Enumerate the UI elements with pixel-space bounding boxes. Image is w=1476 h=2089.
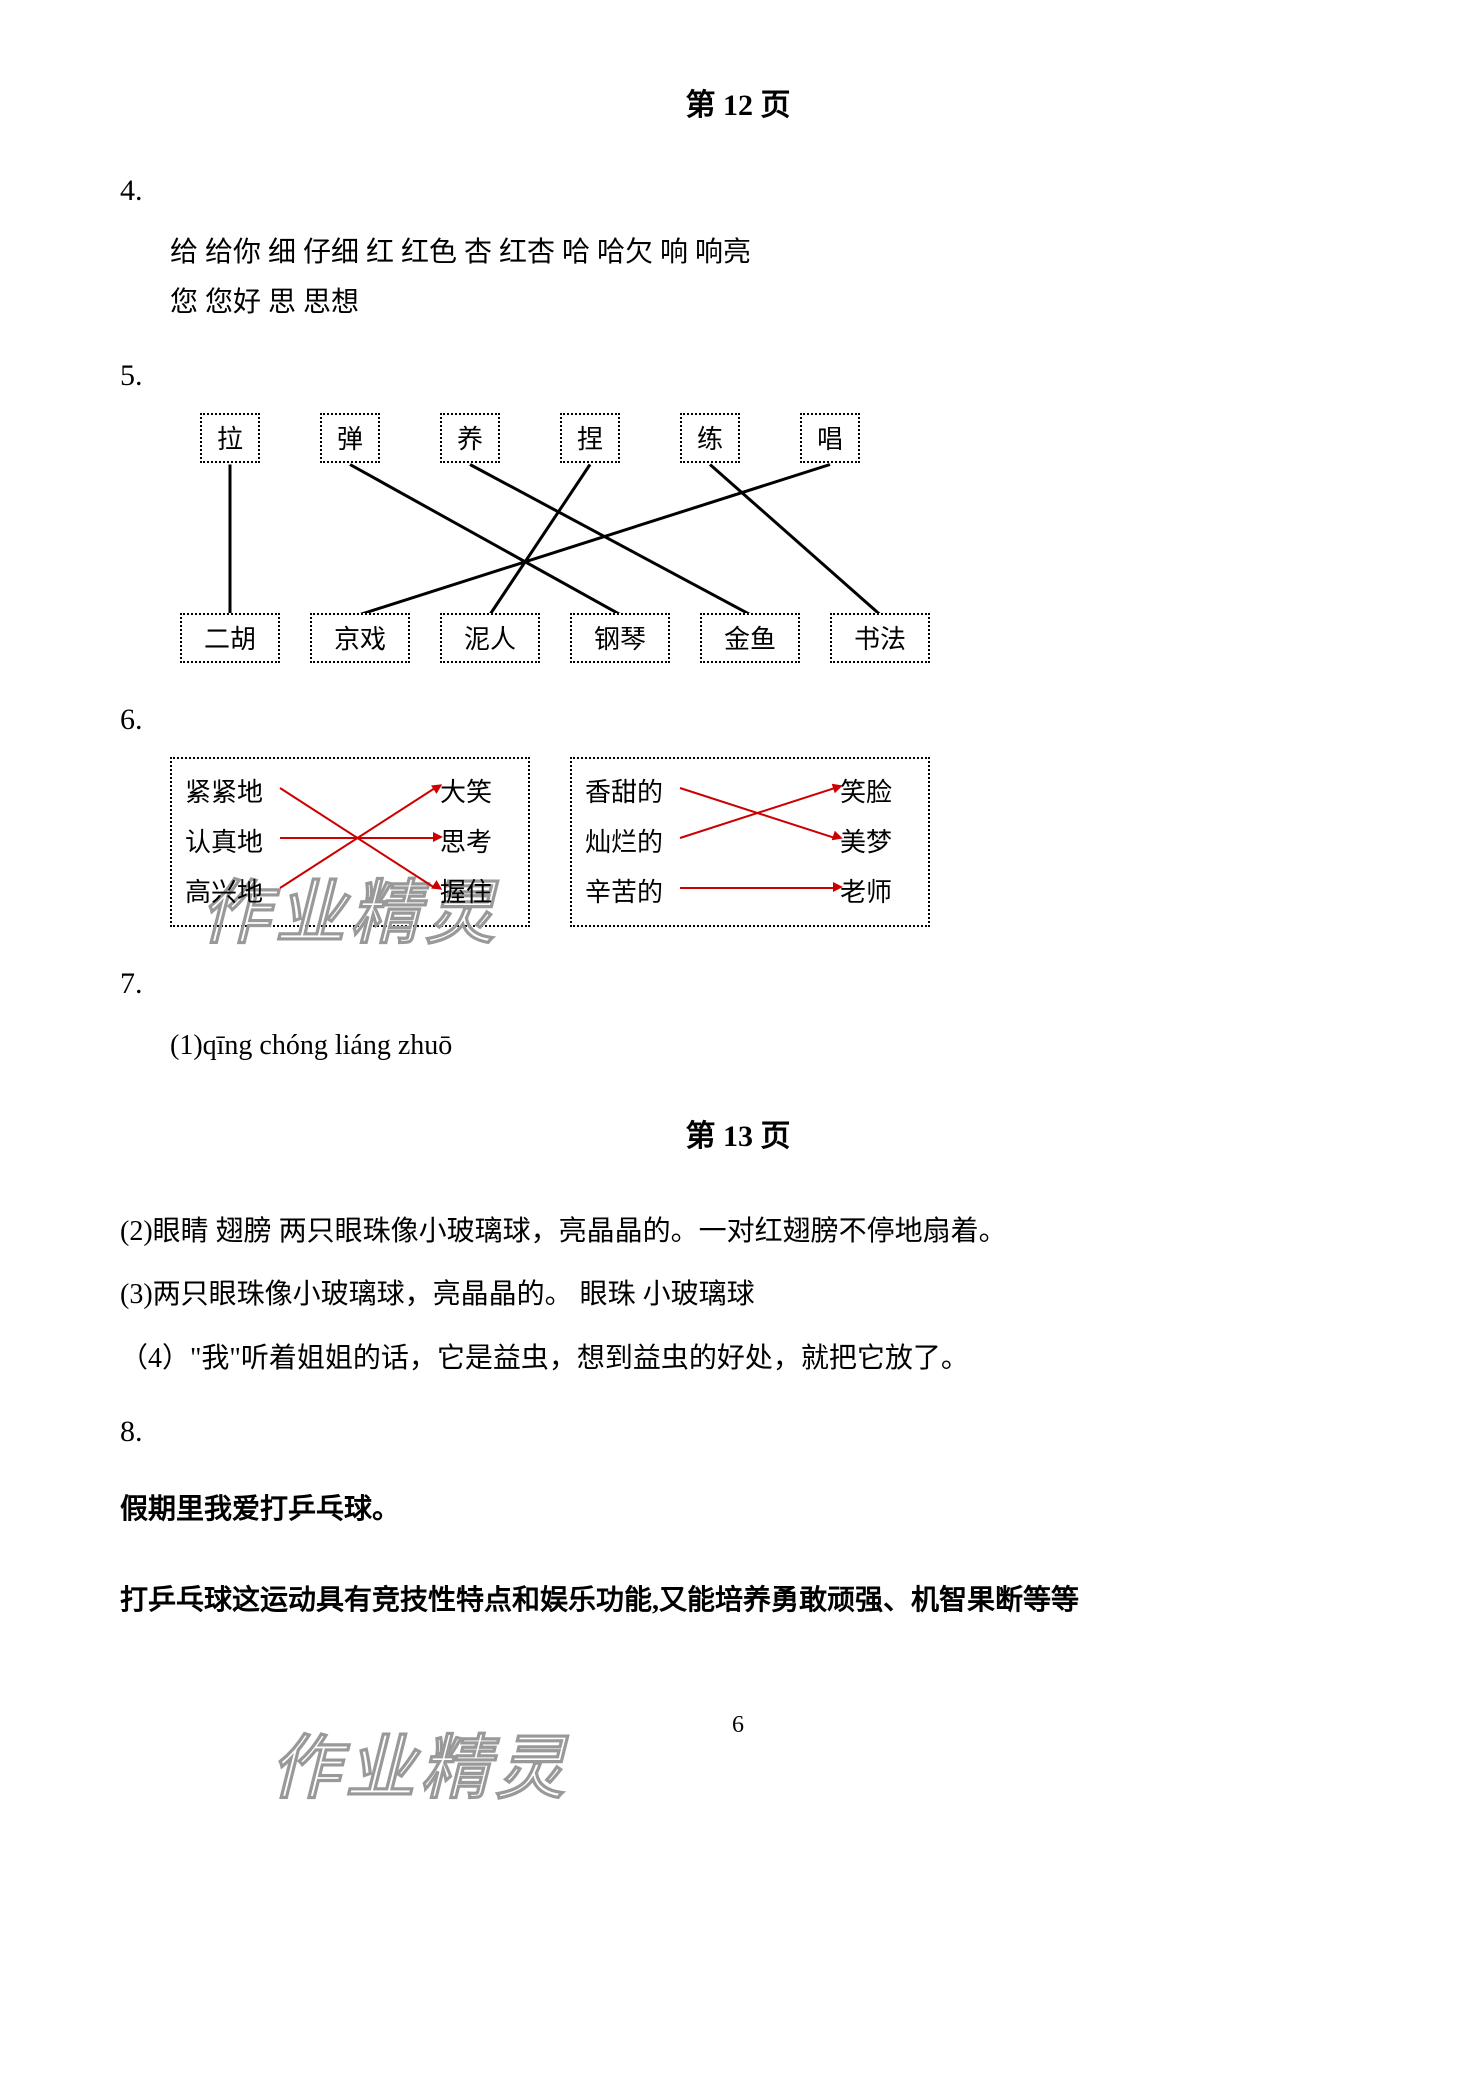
page-number: 6 xyxy=(120,1712,1356,1739)
answer-4: （4）"我"听着姐姐的话，它是益虫，想到益虫的好处，就把它放了。 xyxy=(120,1332,1020,1385)
q4-line2: 您 您好 思 思想 xyxy=(170,278,1020,328)
q5-top-node: 养 xyxy=(440,413,500,463)
q6-left-item: 香甜的 xyxy=(585,772,663,809)
q6-number: 6. xyxy=(120,703,1356,737)
q7-item1: (1)qīng chóng liáng zhuō xyxy=(120,1021,1020,1071)
q5-top-node: 拉 xyxy=(200,413,260,463)
q5-bottom-node: 京戏 xyxy=(310,613,410,663)
q6-right-item: 笑脸 xyxy=(840,772,892,809)
q4-line1: 给 给你 细 仔细 红 红色 杏 红杏 哈 哈欠 响 响亮 xyxy=(170,228,1020,278)
q6-left-item: 灿烂的 xyxy=(585,822,663,859)
q5-bottom-node: 钢琴 xyxy=(570,613,670,663)
q5-number: 5. xyxy=(120,359,1356,393)
q8-line2: 打乒乓球这运动具有竞技性特点和娱乐功能,又能培养勇敢顽强、机智果断等等 xyxy=(120,1570,1356,1632)
q4-text: 给 给你 细 仔细 红 红色 杏 红杏 哈 哈欠 响 响亮 您 您好 思 思想 xyxy=(120,228,1020,329)
q6-right-item: 美梦 xyxy=(840,822,892,859)
q8-line1: 假期里我爱打乒乓球。 xyxy=(120,1479,1356,1541)
q5-top-node: 捏 xyxy=(560,413,620,463)
q6-left-item: 高兴地 xyxy=(185,872,263,909)
q5-connection-line xyxy=(709,463,881,615)
q5-bottom-node: 二胡 xyxy=(180,613,280,663)
q6-connection-line xyxy=(680,887,835,889)
q5-bottom-node: 泥人 xyxy=(440,613,540,663)
q5-connection-line xyxy=(229,464,232,614)
q5-diagram: 拉 弹 养 捏 练 唱二胡京戏泥人钢琴金鱼书法 xyxy=(120,413,1356,673)
page-header-12: 第 12 页 xyxy=(120,80,1356,124)
q5-bottom-node: 金鱼 xyxy=(700,613,800,663)
q4-number: 4. xyxy=(120,174,1356,208)
q5-connection-line xyxy=(489,463,591,615)
page-header-13: 第 13 页 xyxy=(120,1111,1356,1155)
q6-diagram: 紧紧地认真地高兴地大笑思考握住香甜的灿烂的辛苦的笑脸美梦老师 作业精灵 xyxy=(120,757,1356,937)
q7-number: 7. xyxy=(120,967,1356,1001)
q6-right-item: 老师 xyxy=(840,872,892,909)
q6-left-item: 辛苦的 xyxy=(585,872,663,909)
q5-connection-line xyxy=(360,463,831,616)
q5-top-node: 弹 xyxy=(320,413,380,463)
q6-left-item: 认真地 xyxy=(185,822,263,859)
q5-top-node: 唱 xyxy=(800,413,860,463)
q5-connection-line xyxy=(469,463,750,616)
q6-right-item: 大笑 xyxy=(440,772,492,809)
q5-top-node: 练 xyxy=(680,413,740,463)
q6-right-item: 思考 xyxy=(440,822,492,859)
q6-left-item: 紧紧地 xyxy=(185,772,263,809)
q5-connection-line xyxy=(349,463,620,616)
q8-number: 8. xyxy=(120,1415,1356,1449)
q5-bottom-node: 书法 xyxy=(830,613,930,663)
q6-right-item: 握住 xyxy=(440,872,492,909)
answer-2: (2)眼睛 翅膀 两只眼珠像小玻璃球，亮晶晶的。一对红翅膀不停地扇着。 xyxy=(120,1205,1020,1258)
answer-3: (3)两只眼珠像小玻璃球，亮晶晶的。 眼珠 小玻璃球 xyxy=(120,1268,1020,1321)
